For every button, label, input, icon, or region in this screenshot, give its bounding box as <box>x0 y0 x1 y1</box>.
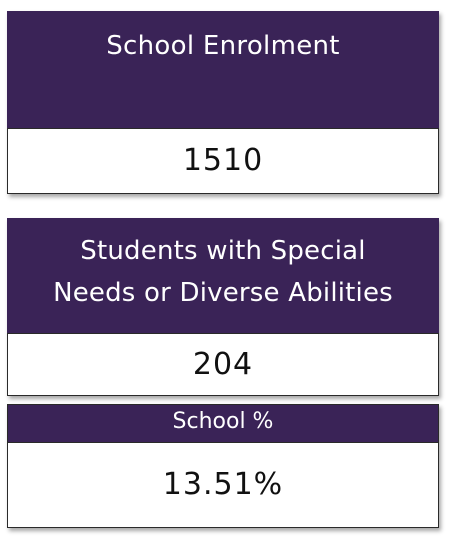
school-enrolment-card: School Enrolment 1510 <box>7 11 439 194</box>
school-percent-value: 13.51% <box>162 467 284 502</box>
school-percent-label: School % <box>172 409 274 434</box>
special-needs-card: Students with Special Needs or Diverse A… <box>7 218 439 396</box>
school-percent-card: School % 13.51% <box>7 404 439 528</box>
special-needs-header: Students with Special Needs or Diverse A… <box>7 218 439 333</box>
special-needs-label-line2: Needs or Diverse Abilities <box>53 278 393 308</box>
school-enrolment-header: School Enrolment <box>7 11 439 128</box>
school-enrolment-value-box: 1510 <box>7 128 439 194</box>
school-enrolment-value: 1510 <box>182 143 264 178</box>
school-percent-header: School % <box>7 404 439 442</box>
special-needs-value-box: 204 <box>7 333 439 396</box>
school-enrolment-label: School Enrolment <box>106 31 340 61</box>
special-needs-value: 204 <box>192 347 254 382</box>
special-needs-label-line1: Students with Special <box>80 236 366 266</box>
school-percent-value-box: 13.51% <box>7 442 439 528</box>
